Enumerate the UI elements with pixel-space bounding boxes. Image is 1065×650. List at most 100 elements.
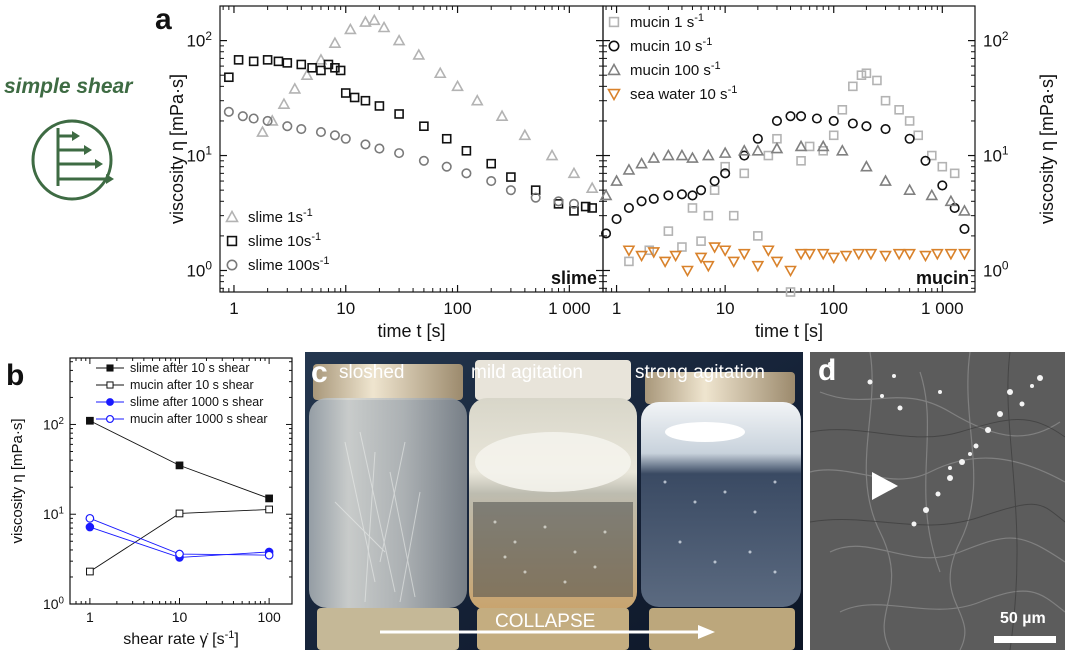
y-axis-label: viscosity η [mPa·s] <box>9 418 26 543</box>
data-point <box>567 166 581 179</box>
data-point <box>367 13 381 26</box>
data-point <box>816 248 830 261</box>
simple-shear-icon <box>31 119 114 201</box>
x-tick-label: 1 000 <box>548 299 591 318</box>
data-point <box>920 155 931 166</box>
data-point <box>282 121 293 132</box>
legend-label: slime 100s-1 <box>248 255 329 274</box>
data-point <box>599 188 613 201</box>
vial-label-sloshed: sloshed <box>339 362 405 383</box>
data-point <box>958 248 971 261</box>
arrowhead-marker <box>872 472 898 500</box>
y-tick-label: 101 <box>983 144 1009 166</box>
data-point <box>265 494 273 503</box>
data-point <box>262 115 273 126</box>
data-point <box>553 196 564 207</box>
data-point <box>328 36 342 48</box>
data-point <box>687 190 698 201</box>
legend-marker <box>226 235 238 247</box>
data-point <box>647 247 661 259</box>
data-point <box>737 144 751 156</box>
data-point <box>518 128 532 141</box>
data-point <box>763 150 774 161</box>
data-point <box>392 33 406 46</box>
series-slime-after-10-s-shear <box>86 416 273 503</box>
panel-label-c: c <box>311 356 328 389</box>
data-point <box>300 68 314 81</box>
x-tick-label: 1 000 <box>921 299 964 318</box>
data-point <box>461 168 472 179</box>
data-point <box>944 194 958 207</box>
data-point <box>335 65 346 76</box>
x-tick-label: 10 <box>716 299 735 318</box>
data-point <box>864 248 878 261</box>
data-point <box>837 105 848 115</box>
series-slime-100s <box>223 106 580 209</box>
data-point <box>903 183 916 195</box>
data-point <box>662 148 675 161</box>
data-point <box>720 161 730 172</box>
data-point <box>701 148 715 161</box>
data-point <box>761 245 775 257</box>
data-point <box>944 248 958 261</box>
legend-marker <box>105 414 115 424</box>
legend-marker <box>226 259 238 271</box>
data-point <box>622 245 636 257</box>
legend-label: mucin 1 s-1 <box>630 12 704 31</box>
data-point <box>585 181 599 193</box>
data-point <box>273 56 284 67</box>
data-point <box>470 94 484 106</box>
series-mucin-1-s <box>624 68 960 297</box>
data-point <box>644 245 655 256</box>
series-mucin-after-10-s-shear <box>86 505 273 576</box>
data-point <box>803 248 817 261</box>
data-point <box>848 81 858 92</box>
data-point <box>600 228 612 239</box>
data-point <box>340 133 351 144</box>
legend-marker <box>106 364 114 372</box>
data-point <box>669 250 683 263</box>
scale-bar <box>994 636 1056 643</box>
plot-frame <box>602 5 976 293</box>
data-point <box>418 155 429 166</box>
data-point <box>622 163 636 175</box>
data-point <box>772 133 782 144</box>
data-point <box>377 20 391 33</box>
data-point <box>739 168 750 179</box>
data-point <box>569 206 579 216</box>
x-tick-label: 1 <box>86 609 94 625</box>
data-point <box>248 113 259 124</box>
data-point <box>611 214 622 225</box>
data-point <box>687 203 698 213</box>
series-mucin-100-s <box>599 139 971 216</box>
series-slime-10s <box>224 55 597 216</box>
data-point <box>419 121 429 132</box>
data-point <box>753 231 763 241</box>
data-point <box>316 65 326 76</box>
data-point <box>530 192 541 203</box>
panel-label-a: a <box>155 3 172 36</box>
legend-label: slime after 10 s shear <box>130 361 250 375</box>
data-point <box>85 522 95 532</box>
data-point <box>703 210 714 221</box>
x-tick-label: 100 <box>443 299 471 318</box>
data-point <box>175 461 184 470</box>
scale-bar-label: 50 µm <box>1000 610 1046 627</box>
y-tick-label: 102 <box>43 416 64 433</box>
data-point <box>624 256 634 267</box>
data-point <box>545 148 559 161</box>
data-point <box>903 248 916 261</box>
data-point <box>451 79 464 92</box>
data-point <box>307 62 317 73</box>
data-point <box>827 252 841 265</box>
series-sea-water-10-s <box>622 242 971 278</box>
legend-marker <box>608 16 620 28</box>
data-point <box>925 188 939 201</box>
data-point <box>785 111 796 122</box>
series-line <box>89 420 270 499</box>
data-point <box>647 151 661 163</box>
data-point <box>610 174 623 186</box>
data-point <box>696 236 706 246</box>
micrograph-illustration <box>810 352 1065 650</box>
